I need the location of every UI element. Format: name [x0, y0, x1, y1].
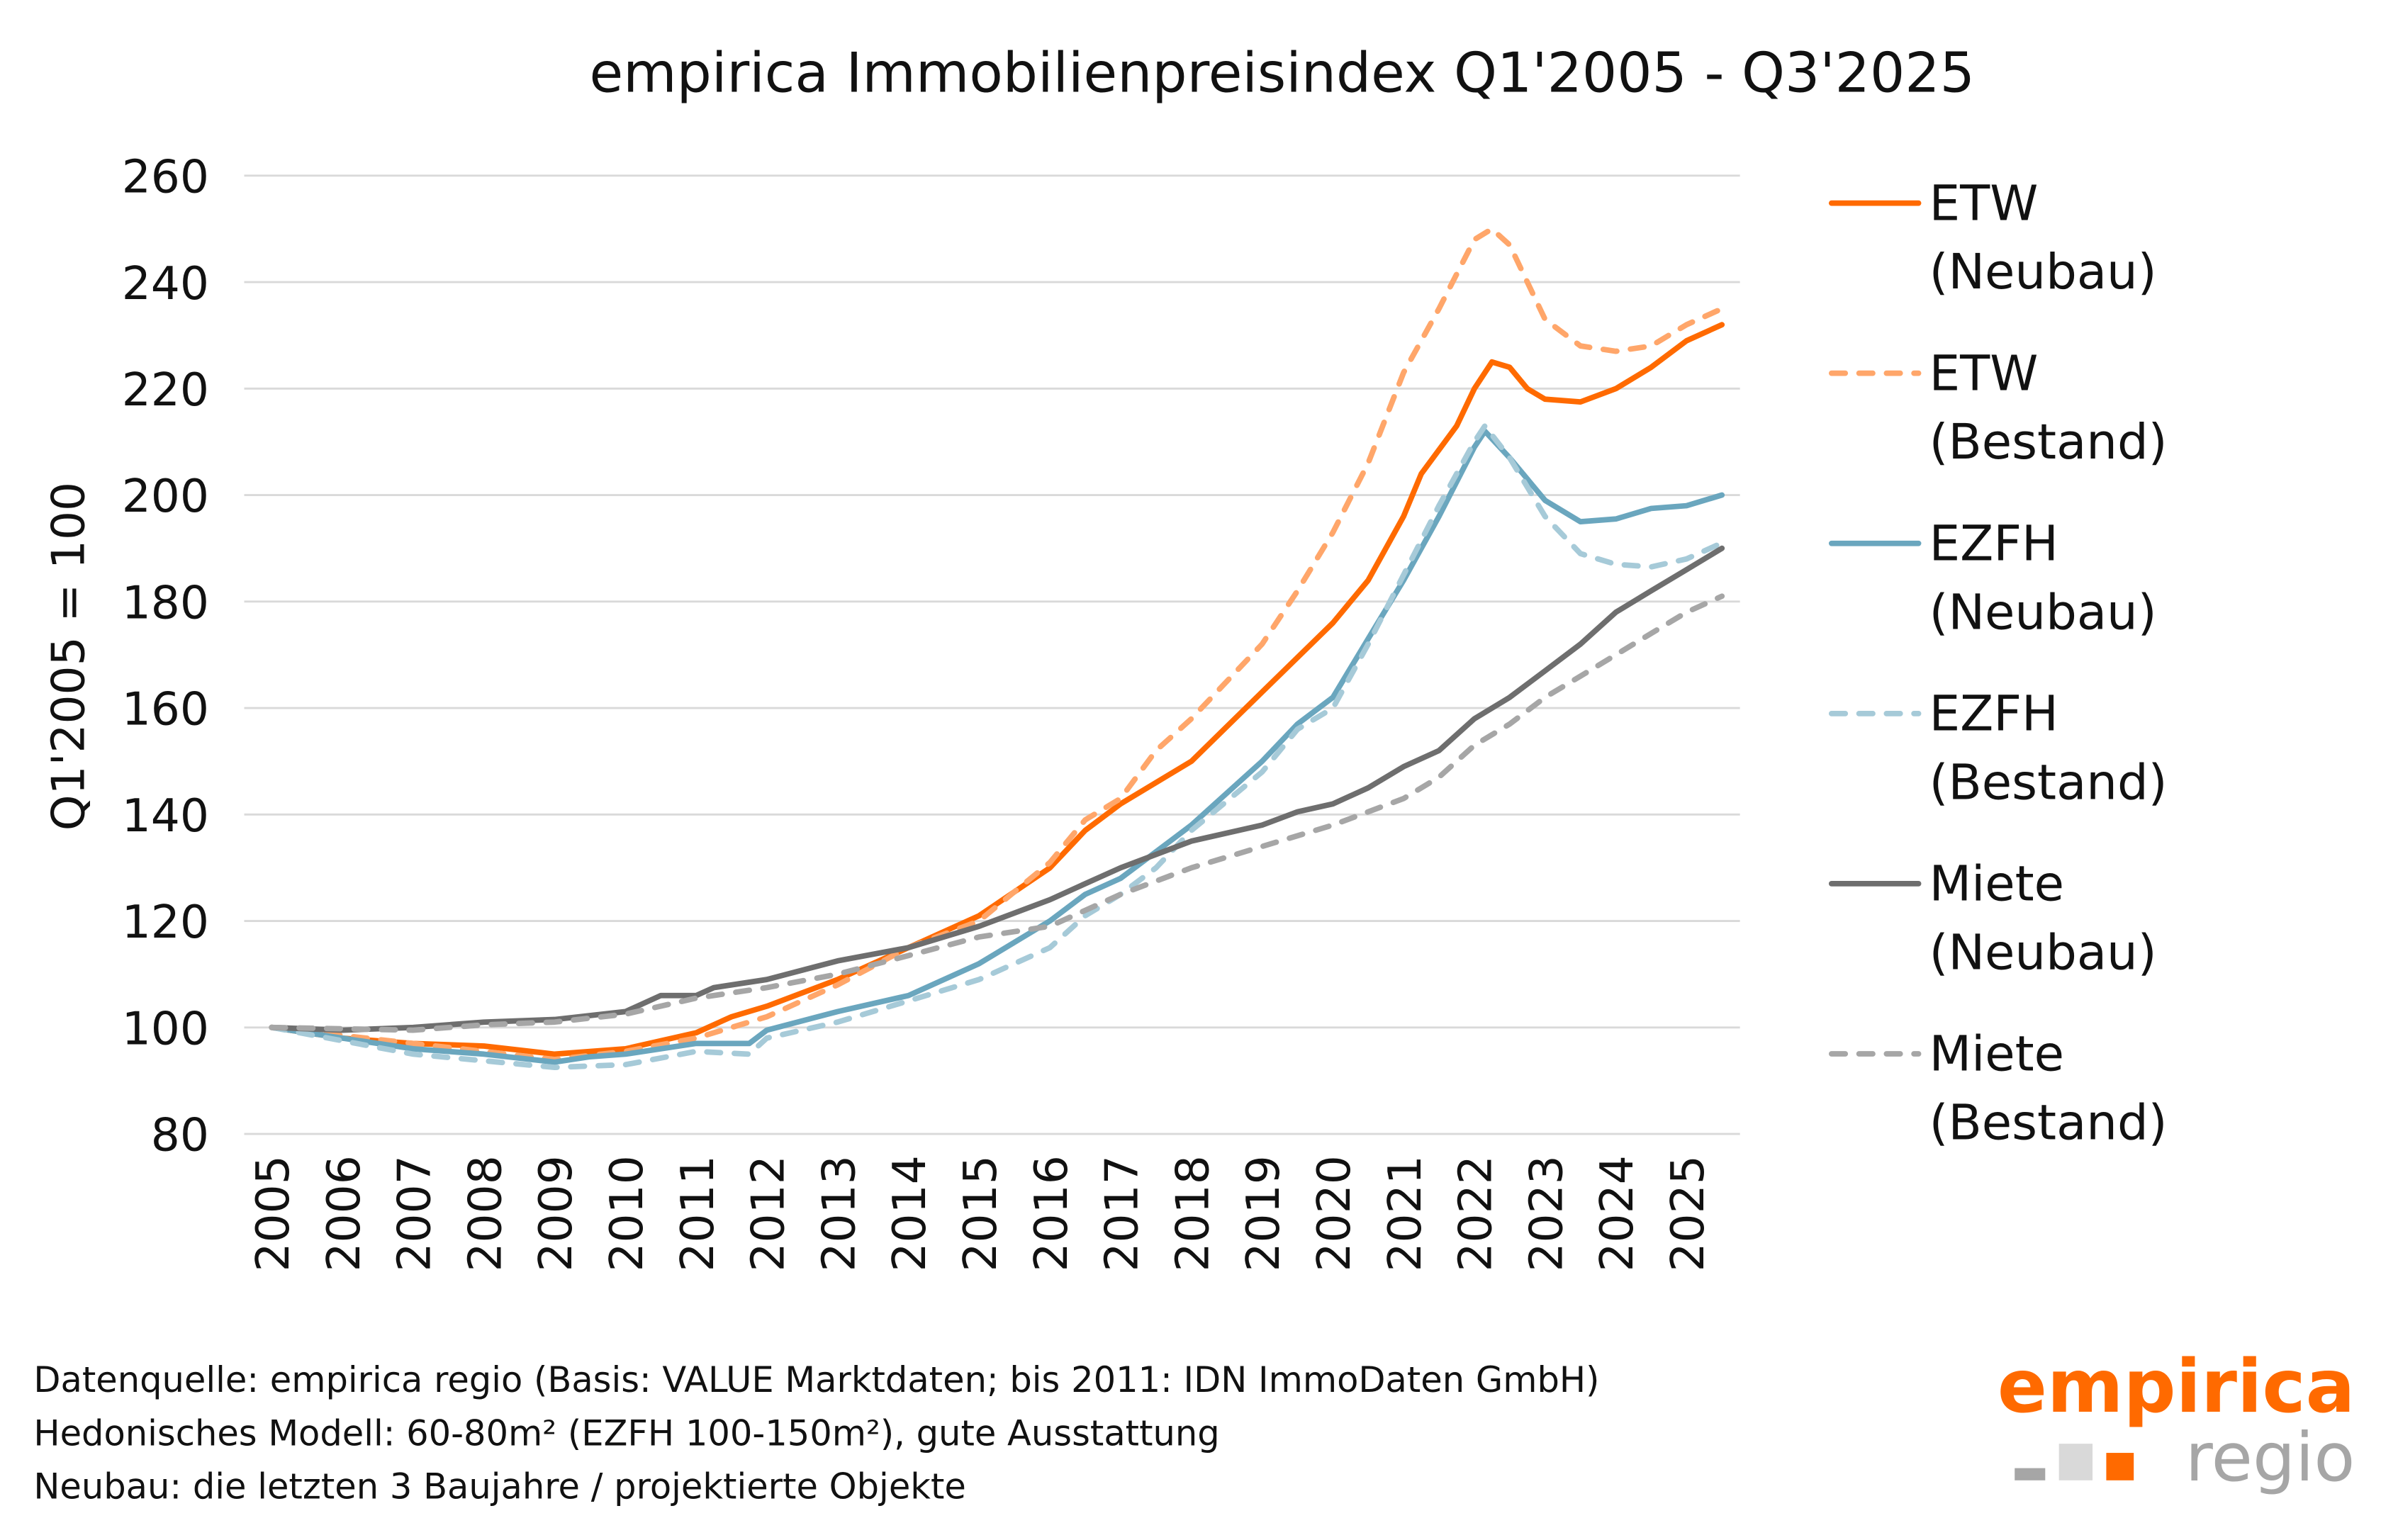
footer-line: Datenquelle: empirica regio (Basis: VALU… — [33, 1359, 1599, 1400]
y-tick-label: 160 — [122, 683, 209, 736]
y-tick-label: 100 — [122, 1002, 209, 1055]
x-tick-label: 2019 — [1237, 1155, 1290, 1271]
footer-notes: Datenquelle: empirica regio (Basis: VALU… — [33, 1359, 1599, 1507]
y-tick-label: 200 — [122, 470, 209, 523]
logo-empirica: empirica — [1998, 1344, 2355, 1429]
footer-line: Hedonisches Modell: 60-80m² (EZFH 100-15… — [33, 1412, 1219, 1454]
x-tick-label: 2009 — [530, 1155, 583, 1271]
legend-label: (Neubau) — [1929, 924, 2157, 981]
legend-label: EZFH — [1929, 515, 2058, 572]
series-line-etw-neubau — [269, 322, 1725, 1057]
x-tick-label: 2010 — [600, 1155, 654, 1271]
legend-label: Miete — [1929, 856, 2064, 913]
legend: ETW (Neubau) ETW (Bestand) EZFH (Neubau) EZFH (… — [1828, 175, 2168, 1152]
x-tick-label: 2005 — [247, 1155, 300, 1271]
empirica-regio-logo: empirica regio — [1998, 1344, 2355, 1497]
legend-label: ETW — [1929, 175, 2039, 232]
y-tick-label: 120 — [122, 896, 209, 949]
x-tick-label: 2020 — [1308, 1155, 1361, 1271]
legend-label: (Bestand) — [1929, 1095, 2168, 1152]
series-line-miete-bestand — [269, 593, 1725, 1033]
y-tick-label: 140 — [122, 789, 209, 843]
y-tick-label: 220 — [122, 364, 209, 417]
series-line-ezfh-neubau — [269, 428, 1725, 1065]
gridlines — [244, 174, 1740, 1135]
x-tick-label: 2008 — [459, 1155, 512, 1271]
x-tick-label: 2015 — [954, 1155, 1007, 1271]
x-tick-label: 2025 — [1662, 1155, 1715, 1271]
x-tick-label: 2012 — [742, 1155, 795, 1271]
x-tick-label: 2011 — [671, 1155, 724, 1271]
chart-title: empirica Immobilienpreisindex Q1'2005 - … — [589, 41, 1974, 105]
legend-label: (Neubau) — [1929, 244, 2157, 300]
x-tick-label: 2014 — [883, 1155, 936, 1271]
legend-label: Miete — [1929, 1026, 2064, 1083]
y-tick-label: 240 — [122, 257, 209, 310]
legend-label: ETW — [1929, 345, 2039, 402]
logo-block — [2058, 1444, 2093, 1480]
y-tick-label: 180 — [122, 576, 209, 629]
footer-line: Neubau: die letzten 3 Baujahre / projekt… — [33, 1466, 965, 1507]
x-tick-label: 2018 — [1166, 1155, 1219, 1271]
y-tick-label: 260 — [122, 151, 209, 204]
logo-block — [2015, 1468, 2046, 1480]
legend-label: (Bestand) — [1929, 754, 2168, 811]
x-tick-label: 2016 — [1025, 1155, 1078, 1271]
series-line-miete-neubau — [269, 545, 1725, 1033]
series-lines — [269, 226, 1725, 1071]
x-tick-label: 2006 — [318, 1155, 371, 1271]
x-tick-label: 2013 — [812, 1155, 865, 1271]
series-line-ezfh-bestand — [269, 423, 1725, 1071]
logo-regio: regio — [2185, 1419, 2355, 1497]
x-tick-label: 2017 — [1096, 1155, 1149, 1271]
x-tick-label: 2022 — [1450, 1155, 1503, 1271]
series-line-etw-bestand — [269, 226, 1725, 1062]
y-axis-ticks: 80 100 120 140 160 180 200 220 240 260 — [122, 151, 209, 1162]
y-tick-label: 80 — [151, 1109, 209, 1162]
x-tick-label: 2024 — [1591, 1155, 1644, 1271]
legend-label: (Neubau) — [1929, 584, 2157, 641]
x-tick-label: 2007 — [388, 1155, 442, 1271]
legend-label: (Bestand) — [1929, 414, 2168, 471]
x-tick-label: 2023 — [1520, 1155, 1573, 1271]
x-tick-label: 2021 — [1379, 1155, 1432, 1271]
legend-label: EZFH — [1929, 686, 2058, 743]
x-axis-ticks: 2005 2006 2007 2008 2009 2010 2011 2012 2013 2014… — [247, 1155, 1715, 1271]
logo-block — [2106, 1453, 2134, 1480]
y-axis-label: Q1'2005 = 100 — [42, 482, 95, 831]
